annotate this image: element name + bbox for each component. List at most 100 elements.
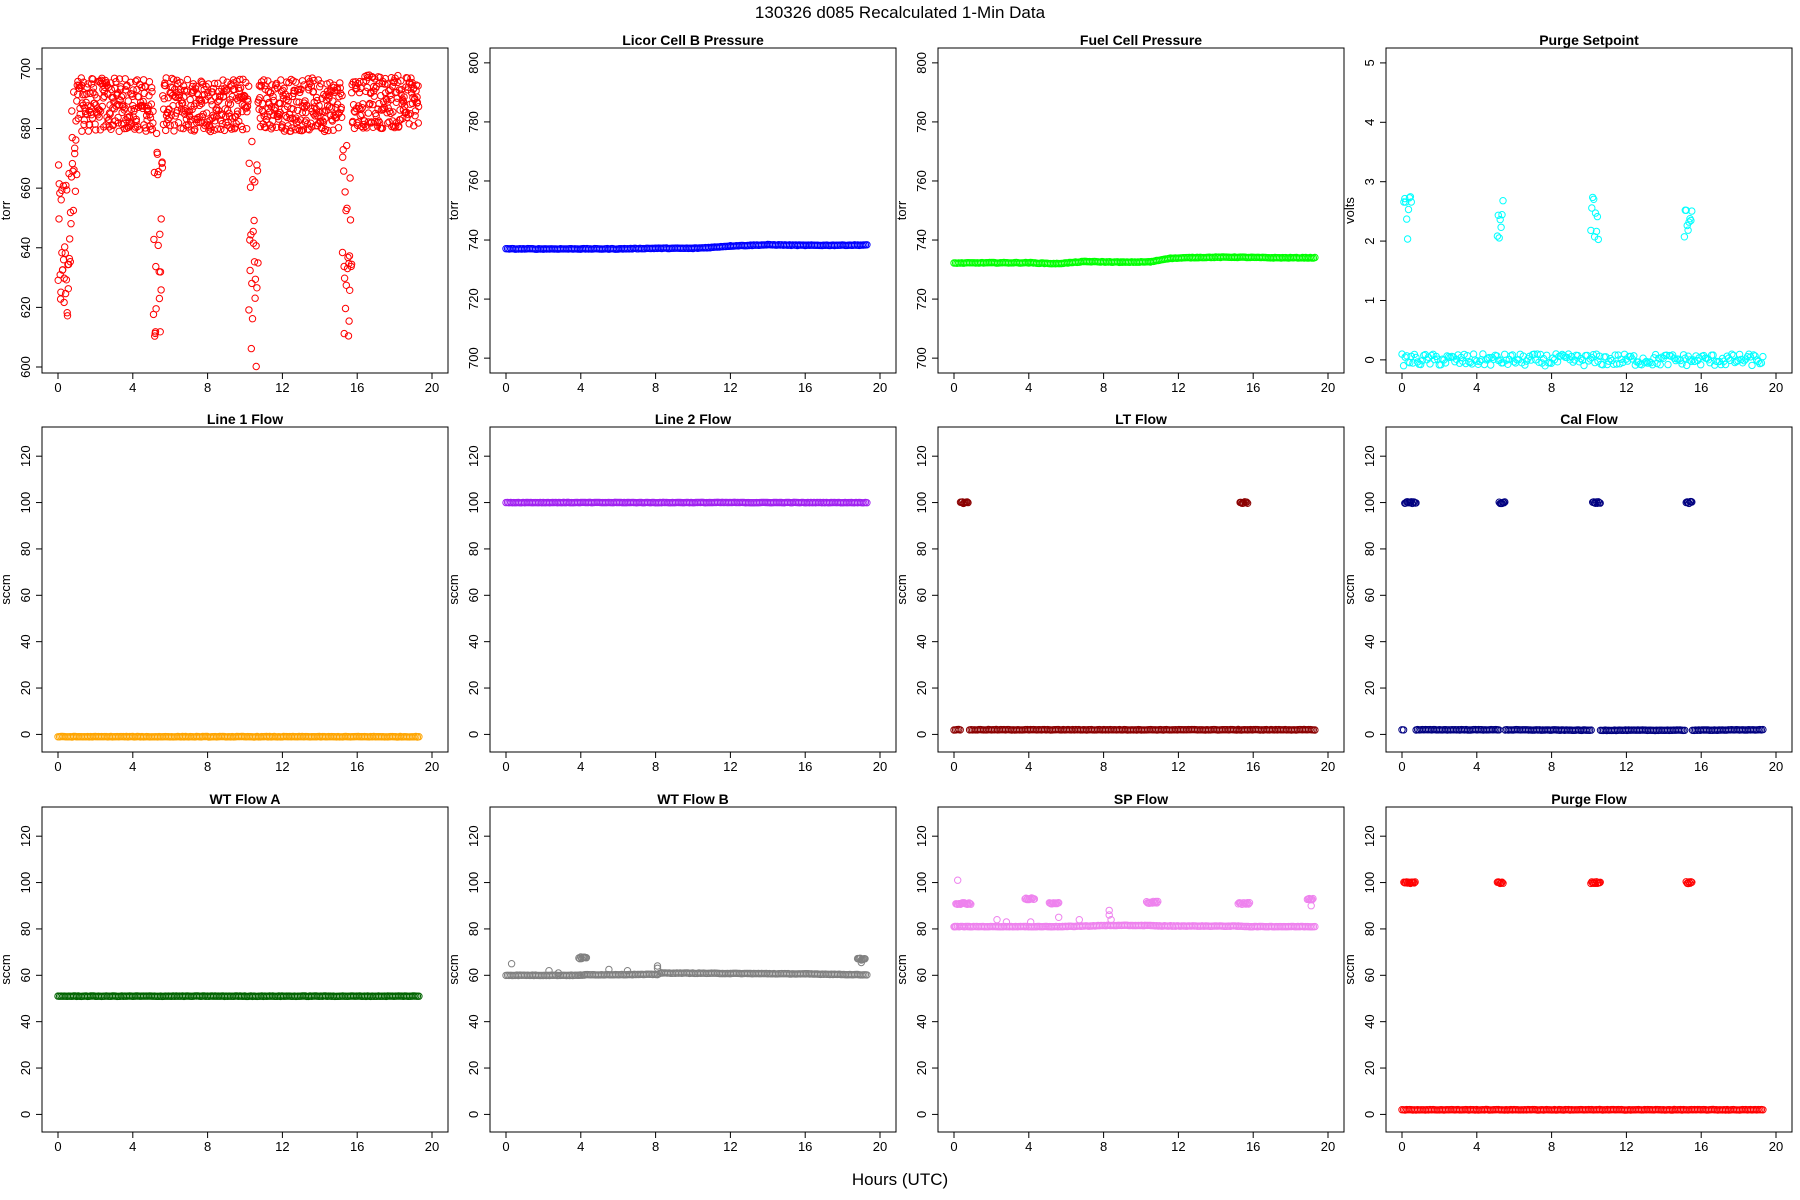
data-point — [414, 102, 423, 111]
data-point — [67, 220, 75, 228]
data-point — [255, 105, 263, 114]
panel-10: WT Flow B sccm 0 4 8 12 16 20 0 20 40 60 80 100 120 — [446, 791, 897, 1154]
x-tick-label: 8 — [1548, 759, 1555, 774]
data-point — [60, 298, 68, 307]
data-point — [1055, 913, 1063, 921]
data-point — [210, 79, 219, 88]
data-point — [60, 243, 69, 251]
data-point — [161, 79, 169, 87]
data-point — [545, 967, 553, 975]
x-tick-label: 0 — [1398, 759, 1405, 774]
data-point — [1504, 360, 1512, 368]
data-point — [367, 118, 376, 126]
data-point — [151, 328, 160, 336]
data-point — [341, 304, 350, 313]
data-point — [219, 92, 228, 100]
data-point — [292, 78, 300, 86]
y-tick-label: 60 — [466, 588, 481, 602]
panel-title: Purge Flow — [1551, 791, 1627, 807]
y-tick-label: 0 — [1362, 356, 1377, 363]
y-tick-label: 760 — [466, 170, 481, 192]
x-tick-label: 8 — [204, 759, 211, 774]
data-point — [71, 149, 79, 158]
data-point — [402, 108, 411, 117]
data-points — [54, 992, 423, 1001]
data-point — [313, 96, 321, 105]
data-point — [62, 186, 71, 194]
data-point — [861, 955, 869, 963]
data-point — [196, 96, 204, 104]
y-tick-label: 20 — [1362, 1061, 1377, 1075]
data-point — [370, 82, 378, 91]
y-tick-label: 780 — [466, 111, 481, 133]
x-tick-label: 16 — [1694, 1139, 1708, 1154]
y-tick-label: 100 — [914, 492, 929, 514]
y-axis-label: sccm — [1342, 574, 1357, 604]
data-points — [502, 953, 871, 980]
y-tick-label: 80 — [914, 542, 929, 556]
data-point — [1107, 916, 1115, 924]
data-point — [1417, 360, 1425, 369]
data-point — [375, 117, 383, 125]
x-tick-label: 0 — [502, 380, 509, 395]
data-point — [1153, 899, 1161, 907]
data-point — [246, 266, 254, 275]
x-tick-label: 16 — [1246, 759, 1260, 774]
data-point — [141, 82, 149, 91]
data-point — [252, 362, 260, 371]
x-tick-label: 4 — [129, 759, 136, 774]
data-point — [251, 294, 259, 302]
data-point — [1721, 360, 1730, 369]
data-point — [323, 101, 332, 110]
x-tick-label: 16 — [350, 380, 364, 395]
y-tick-label: 40 — [18, 1014, 33, 1028]
data-point — [260, 76, 268, 84]
data-point — [1311, 922, 1319, 931]
x-tick-label: 8 — [1100, 759, 1107, 774]
data-point — [1553, 358, 1562, 366]
panel-title: Cal Flow — [1560, 411, 1618, 427]
data-point — [250, 216, 258, 225]
data-point — [342, 281, 350, 289]
data-point — [284, 97, 292, 105]
data-point — [84, 102, 92, 110]
x-tick-label: 20 — [425, 1139, 439, 1154]
data-point — [382, 96, 391, 104]
data-point — [151, 332, 159, 340]
data-point — [98, 102, 107, 111]
data-point — [375, 99, 383, 108]
data-point — [411, 107, 420, 115]
data-point — [390, 123, 399, 132]
data-point — [227, 125, 236, 133]
x-tick-label: 12 — [723, 380, 737, 395]
x-tick-label: 4 — [577, 759, 584, 774]
data-point — [125, 118, 134, 126]
data-point — [117, 85, 125, 93]
data-point — [170, 127, 178, 135]
y-tick-label: 20 — [466, 681, 481, 695]
data-point — [1690, 357, 1699, 366]
x-tick-label: 4 — [1473, 1139, 1480, 1154]
data-point — [216, 92, 224, 100]
y-axis-label: sccm — [446, 954, 461, 984]
x-tick-label: 4 — [577, 1139, 584, 1154]
y-tick-label: 20 — [1362, 681, 1377, 695]
data-point — [213, 125, 222, 133]
data-point — [258, 99, 267, 108]
data-point — [299, 126, 308, 134]
y-tick-label: 80 — [18, 922, 33, 936]
data-point — [122, 82, 131, 90]
data-point — [388, 82, 396, 90]
data-point — [345, 317, 353, 325]
data-point — [1408, 499, 1417, 508]
data-point — [195, 101, 204, 110]
data-point — [71, 187, 80, 196]
data-point — [115, 101, 123, 109]
data-point — [378, 124, 387, 133]
data-point — [259, 107, 267, 116]
y-tick-label: 60 — [914, 588, 929, 602]
plot-frame — [41, 47, 449, 374]
y-tick-label: 720 — [466, 288, 481, 310]
x-tick-label: 20 — [425, 759, 439, 774]
data-point — [91, 120, 99, 128]
